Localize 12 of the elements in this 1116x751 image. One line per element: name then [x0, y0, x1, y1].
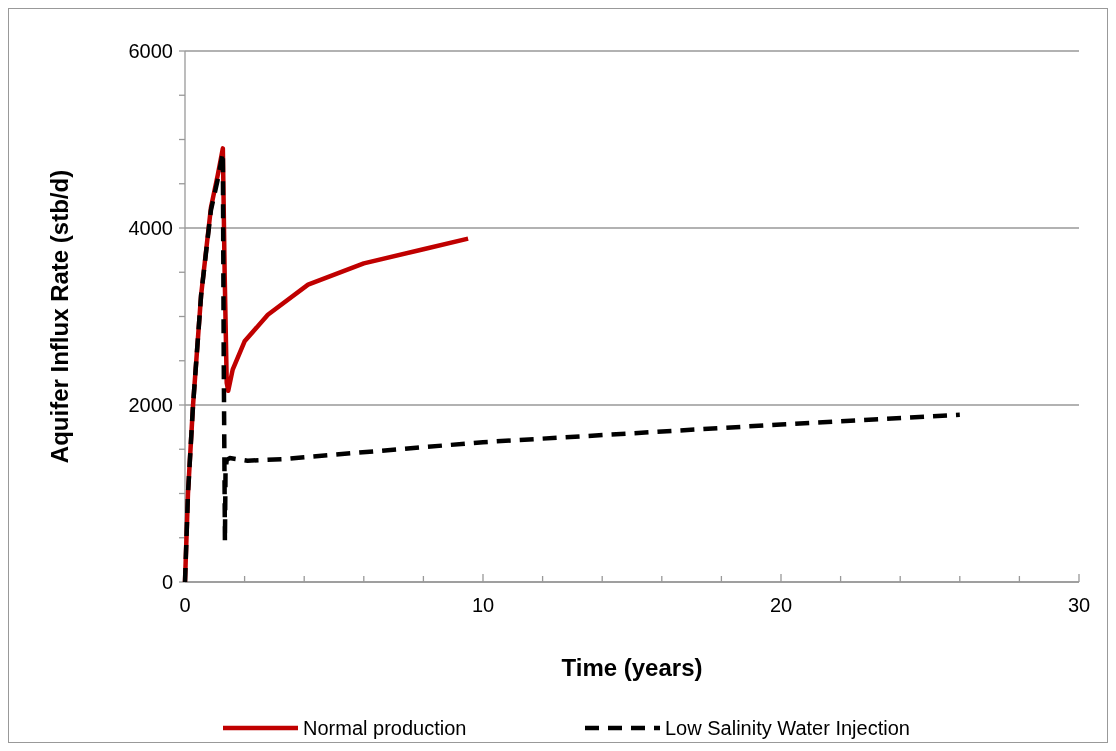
y-tick-label: 4000 [128, 217, 173, 239]
x-tick-label: 10 [471, 594, 495, 616]
legend-label: Low Salinity Water Injection [665, 717, 910, 739]
y-tick-label: 0 [161, 571, 173, 593]
y-axis-title: Aquifer Influx Rate (stb/d) [46, 169, 73, 464]
x-axis-title: Time (years) [561, 654, 703, 681]
legend-label: Normal production [303, 717, 467, 739]
x-tick-label: 20 [769, 594, 793, 616]
y-tick-label: 6000 [128, 40, 173, 62]
x-tick-label: 0 [179, 594, 191, 616]
y-tick-label: 2000 [128, 394, 173, 416]
x-tick-label: 30 [1067, 594, 1091, 616]
